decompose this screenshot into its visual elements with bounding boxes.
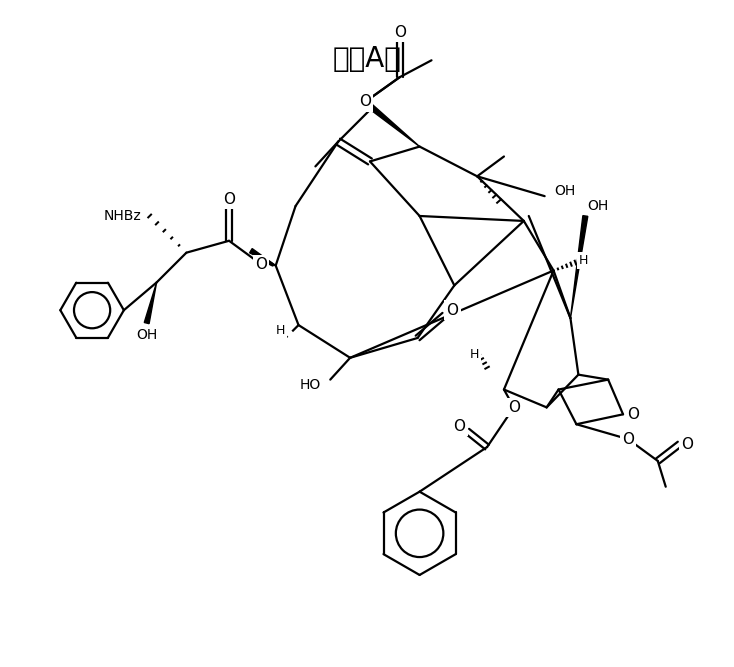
Text: O: O bbox=[223, 191, 235, 207]
Text: O: O bbox=[627, 407, 639, 422]
Text: OH: OH bbox=[588, 199, 609, 213]
Text: O: O bbox=[682, 437, 694, 452]
Polygon shape bbox=[250, 249, 276, 265]
Text: O: O bbox=[255, 257, 267, 272]
Text: H: H bbox=[578, 254, 588, 267]
Polygon shape bbox=[145, 282, 156, 323]
Text: OH: OH bbox=[554, 184, 575, 198]
Text: O: O bbox=[359, 95, 371, 109]
Text: O: O bbox=[446, 303, 458, 317]
Text: O: O bbox=[393, 25, 406, 40]
Text: O: O bbox=[454, 419, 465, 434]
Text: 式（A）: 式（A） bbox=[333, 45, 401, 73]
Polygon shape bbox=[570, 215, 588, 318]
Polygon shape bbox=[363, 99, 420, 147]
Text: NHBz: NHBz bbox=[104, 209, 142, 223]
Text: O: O bbox=[622, 432, 634, 447]
Text: HO: HO bbox=[299, 378, 321, 392]
Polygon shape bbox=[263, 258, 276, 265]
Text: H: H bbox=[470, 348, 479, 362]
Text: OH: OH bbox=[136, 328, 157, 342]
Text: O: O bbox=[508, 400, 520, 415]
Text: H: H bbox=[276, 323, 286, 337]
